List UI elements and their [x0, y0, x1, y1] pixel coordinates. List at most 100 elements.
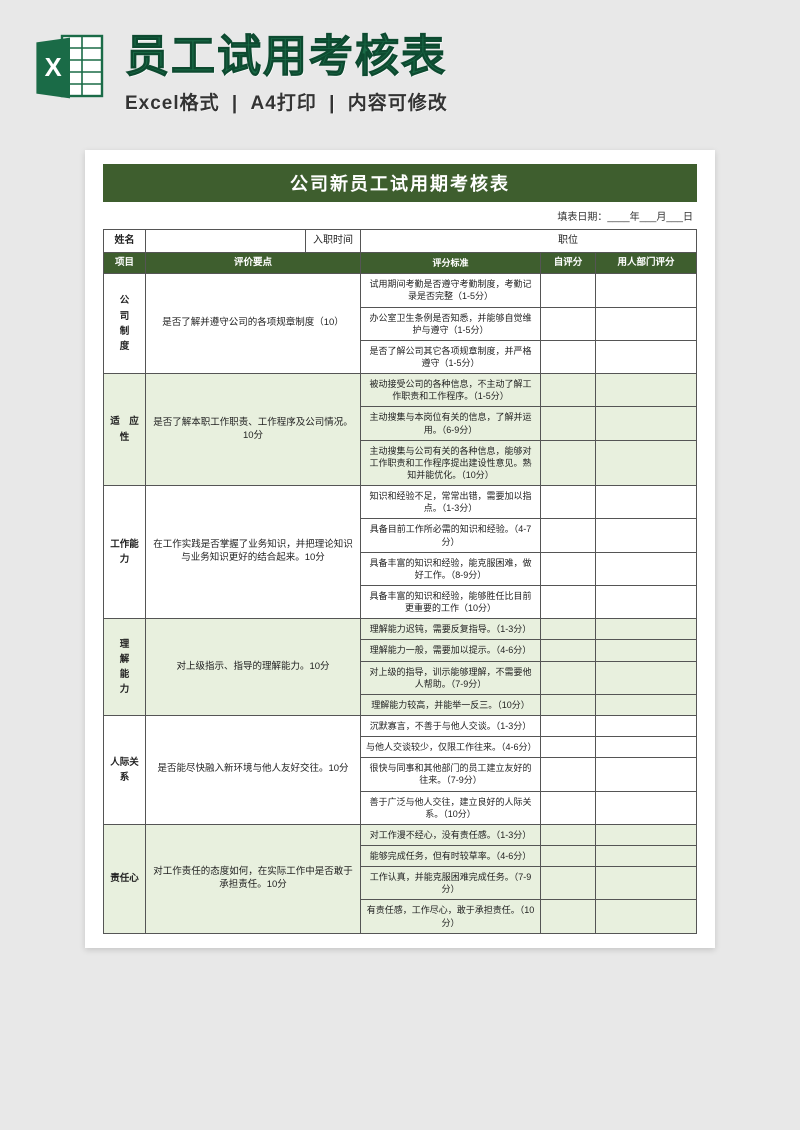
divider: | [226, 93, 245, 114]
criteria-cell: 主动搜集与公司有关的各种信息，能够对工作职责和工作程序提出建设性意见。熟知并能优… [361, 440, 541, 485]
dept-score-cell[interactable] [596, 486, 697, 519]
self-score-cell[interactable] [541, 486, 596, 519]
criteria-cell: 很快与同事和其他部门的员工建立友好的往来。（7-9分） [361, 758, 541, 791]
dept-score-cell[interactable] [596, 440, 697, 485]
header-row: 项目 评价要点 评分标准 自评分 用人部门评分 [104, 252, 697, 274]
self-score-cell[interactable] [541, 661, 596, 694]
year: 年 [630, 212, 640, 223]
criteria-cell: 沉默寡言，不善于与他人交谈。（1-3分） [361, 715, 541, 736]
criteria-cell: 具备目前工作所必需的知识和经验。（4-7分） [361, 519, 541, 552]
criteria-cell: 理解能力较高，并能举一反三。（10分） [361, 694, 541, 715]
self-score-cell[interactable] [541, 845, 596, 866]
self-score-cell[interactable] [541, 867, 596, 900]
header-text: 员工试用考核表 Excel格式 | A4打印 | 内容可修改 [125, 20, 770, 115]
assessment-table: 姓名 入职时间 职位 项目 评价要点 评分标准 自评分 用人部门评分 公司制度是… [103, 229, 697, 934]
criteria-cell: 对上级的指导，训示能够理解，不需要他人帮助。（7-9分） [361, 661, 541, 694]
self-score-cell[interactable] [541, 619, 596, 640]
dept-score-cell[interactable] [596, 274, 697, 307]
self-score-cell[interactable] [541, 900, 596, 933]
date-label: 填表日期： [557, 212, 607, 223]
eval-cell: 是否了解本职工作职责、工作程序及公司情况。10分 [146, 374, 361, 486]
date-line: 填表日期：____年___月___日 [103, 202, 697, 229]
pos-label: 职位 [541, 230, 596, 253]
col-criteria: 评分标准 [361, 252, 541, 274]
self-score-cell[interactable] [541, 585, 596, 618]
col-project: 项目 [104, 252, 146, 274]
table-row: 理解能力对上级指示、指导的理解能力。10分理解能力迟钝，需要反复指导。（1-3分… [104, 619, 697, 640]
self-score-cell[interactable] [541, 552, 596, 585]
category-cell: 适 应 性 [104, 374, 146, 486]
self-score-cell[interactable] [541, 374, 596, 407]
criteria-cell: 具备丰富的知识和经验，能克服困难，做好工作。（8-9分） [361, 552, 541, 585]
category-cell: 工作能力 [104, 486, 146, 619]
dept-score-cell[interactable] [596, 824, 697, 845]
col-dept: 用人部门评分 [596, 252, 697, 274]
dept-score-cell[interactable] [596, 694, 697, 715]
name-field[interactable] [146, 230, 306, 253]
dept-score-cell[interactable] [596, 407, 697, 440]
category-cell: 责任心 [104, 824, 146, 933]
criteria-cell: 办公室卫生条例是否知悉，并能够自觉维护与遵守（1-5分） [361, 307, 541, 340]
criteria-cell: 理解能力迟钝，需要反复指导。（1-3分） [361, 619, 541, 640]
svg-text:X: X [45, 54, 62, 82]
self-score-cell[interactable] [541, 519, 596, 552]
entry-field[interactable] [361, 230, 541, 253]
dept-score-cell[interactable] [596, 715, 697, 736]
document-preview: 公司新员工试用期考核表 填表日期：____年___月___日 姓名 入职时间 职… [85, 150, 715, 948]
self-score-cell[interactable] [541, 274, 596, 307]
col-eval: 评价要点 [146, 252, 361, 274]
criteria-cell: 试用期间考勤是否遵守考勤制度，考勤记录是否完整（1-5分） [361, 274, 541, 307]
dept-score-cell[interactable] [596, 867, 697, 900]
self-score-cell[interactable] [541, 340, 596, 373]
dept-score-cell[interactable] [596, 374, 697, 407]
sub-p2: A4打印 [251, 93, 317, 114]
self-score-cell[interactable] [541, 307, 596, 340]
self-score-cell[interactable] [541, 640, 596, 661]
eval-cell: 对上级指示、指导的理解能力。10分 [146, 619, 361, 716]
eval-cell: 对工作责任的态度如何，在实际工作中是否敢于承担责任。10分 [146, 824, 361, 933]
month: 月 [656, 212, 666, 223]
dept-score-cell[interactable] [596, 585, 697, 618]
self-score-cell[interactable] [541, 407, 596, 440]
excel-icon: X [30, 28, 110, 108]
self-score-cell[interactable] [541, 758, 596, 791]
sub-p3: 内容可修改 [348, 93, 448, 114]
self-score-cell[interactable] [541, 737, 596, 758]
criteria-cell: 被动接受公司的各种信息，不主动了解工作职责和工作程序。（1-5分） [361, 374, 541, 407]
criteria-cell: 有责任感，工作尽心，敢于承担责任。（10分） [361, 900, 541, 933]
criteria-cell: 能够完成任务，但有时较草率。（4-6分） [361, 845, 541, 866]
dept-score-cell[interactable] [596, 619, 697, 640]
dept-score-cell[interactable] [596, 900, 697, 933]
dept-score-cell[interactable] [596, 640, 697, 661]
dept-score-cell[interactable] [596, 758, 697, 791]
dept-score-cell[interactable] [596, 661, 697, 694]
name-label: 姓名 [104, 230, 146, 253]
pos-field[interactable] [596, 230, 697, 253]
self-score-cell[interactable] [541, 694, 596, 715]
category-cell: 人际关系 [104, 715, 146, 824]
criteria-cell: 善于广泛与他人交往，建立良好的人际关系。（10分） [361, 791, 541, 824]
sub-title: Excel格式 | A4打印 | 内容可修改 [125, 88, 770, 115]
self-score-cell[interactable] [541, 824, 596, 845]
dept-score-cell[interactable] [596, 552, 697, 585]
entry-label: 入职时间 [306, 230, 361, 253]
self-score-cell[interactable] [541, 715, 596, 736]
table-row: 公司制度是否了解并遵守公司的各项规章制度（10）试用期间考勤是否遵守考勤制度，考… [104, 274, 697, 307]
self-score-cell[interactable] [541, 791, 596, 824]
dept-score-cell[interactable] [596, 340, 697, 373]
divider: | [323, 93, 342, 114]
header-bar: X 员工试用考核表 Excel格式 | A4打印 | 内容可修改 [0, 0, 800, 125]
self-score-cell[interactable] [541, 440, 596, 485]
dept-score-cell[interactable] [596, 737, 697, 758]
table-row: 人际关系是否能尽快融入新环境与他人友好交往。10分沉默寡言，不善于与他人交谈。（… [104, 715, 697, 736]
sub-p1: Excel格式 [125, 93, 220, 114]
criteria-cell: 主动搜集与本岗位有关的信息，了解并运用。（6-9分） [361, 407, 541, 440]
doc-title: 公司新员工试用期考核表 [103, 164, 697, 202]
criteria-cell: 理解能力一般，需要加以提示。（4-6分） [361, 640, 541, 661]
dept-score-cell[interactable] [596, 519, 697, 552]
criteria-cell: 与他人交谈较少，仅限工作往来。（4-6分） [361, 737, 541, 758]
dept-score-cell[interactable] [596, 307, 697, 340]
category-cell: 公司制度 [104, 274, 146, 374]
dept-score-cell[interactable] [596, 845, 697, 866]
dept-score-cell[interactable] [596, 791, 697, 824]
